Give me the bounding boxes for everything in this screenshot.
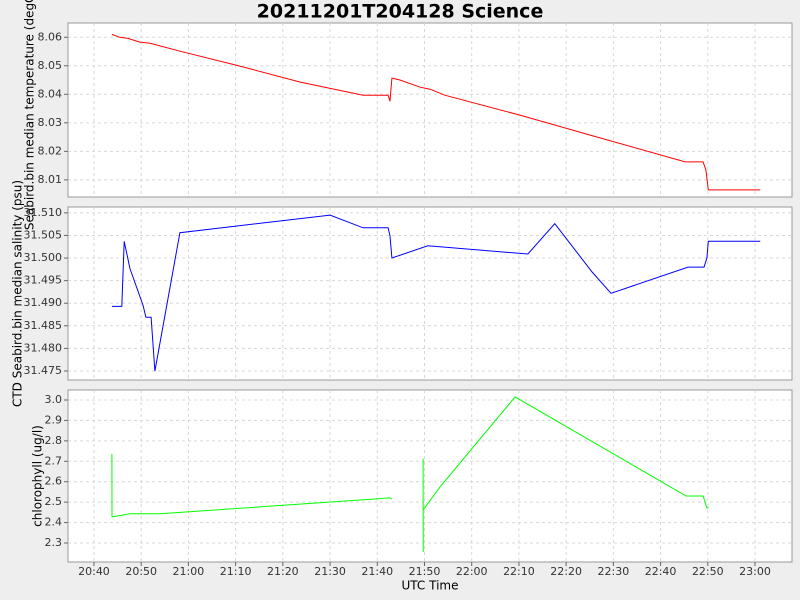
x-tick-label: 21:20 — [267, 565, 299, 578]
x-tick-label: 21:40 — [361, 565, 393, 578]
y-tick-label: 31.510 — [24, 206, 63, 219]
y-tick-label: 2.4 — [45, 516, 63, 529]
y-tick-label: 8.05 — [38, 59, 63, 72]
y-tick-label: 31.475 — [24, 364, 63, 377]
x-tick-label: 20:40 — [78, 565, 110, 578]
y-tick-label: 31.485 — [24, 319, 63, 332]
x-tick-label: 22:00 — [456, 565, 488, 578]
y-tick-label: 8.01 — [38, 173, 63, 186]
data-line — [111, 214, 761, 372]
y-tick-label: 3.0 — [45, 393, 63, 406]
y-axis-label: chlorophyll (ug/l) — [31, 425, 45, 527]
y-tick-label: 2.6 — [45, 475, 63, 488]
y-tick-label: 31.480 — [24, 341, 63, 354]
data-line — [111, 396, 709, 553]
x-tick-label: 22:30 — [598, 565, 630, 578]
x-tick-label: 21:30 — [314, 565, 346, 578]
x-tick-label: 22:20 — [550, 565, 582, 578]
plot-area — [67, 389, 793, 563]
x-tick-label: 21:50 — [409, 565, 441, 578]
x-tick-label: 22:10 — [503, 565, 535, 578]
x-tick-label: 20:50 — [125, 565, 157, 578]
y-tick-label: 8.06 — [38, 30, 63, 43]
chart-title: 20211201T204128 Science — [257, 1, 544, 23]
x-tick-label: 23:00 — [739, 565, 771, 578]
x-tick-label: 22:50 — [692, 565, 724, 578]
data-line — [111, 33, 761, 191]
y-tick-label: 31.500 — [24, 251, 63, 264]
y-tick-label: 8.04 — [38, 87, 63, 100]
y-tick-label: 8.02 — [38, 144, 63, 157]
x-axis-label: UTC Time — [402, 579, 459, 593]
x-tick-label: 21:10 — [220, 565, 252, 578]
y-tick-label: 2.9 — [45, 413, 63, 426]
x-tick-label: 22:40 — [645, 565, 677, 578]
y-tick-label: 31.490 — [24, 296, 63, 309]
y-tick-label: 31.495 — [24, 274, 63, 287]
plot-area — [67, 206, 793, 381]
y-axis-label: Seabird.bin median temperature (degC) — [23, 0, 37, 230]
y-tick-label: 2.8 — [45, 434, 63, 447]
y-tick-label: 2.5 — [45, 495, 63, 508]
x-tick-label: 21:00 — [173, 565, 205, 578]
y-tick-label: 31.505 — [24, 228, 63, 241]
y-axis-label: CTD Seabird.bin median salinity (psu) — [11, 180, 25, 407]
y-tick-label: 2.3 — [45, 536, 63, 549]
y-tick-label: 8.03 — [38, 116, 63, 129]
y-tick-label: 2.7 — [45, 454, 63, 467]
plot-area — [67, 22, 793, 198]
